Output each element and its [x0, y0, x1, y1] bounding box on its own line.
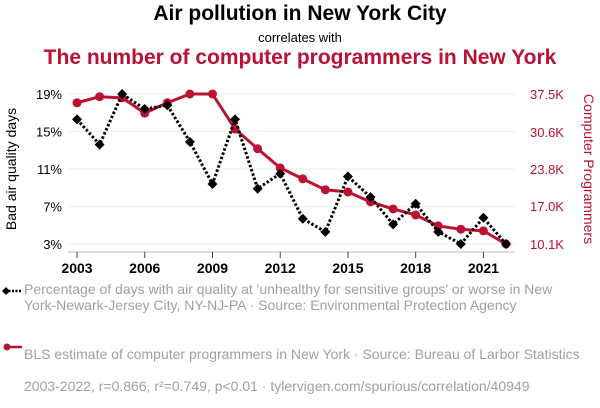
series-programmers-point: [478, 226, 488, 236]
series-programmers-point: [388, 204, 398, 214]
left-tick-label: 11%: [37, 162, 62, 177]
series-air-quality-point: [365, 192, 376, 203]
legend-series2: BLS estimate of computer programmers in …: [24, 346, 580, 362]
right-tick-label: 30.6K: [530, 125, 564, 140]
series-air-quality-point: [500, 239, 511, 249]
series-air-quality-point: [162, 100, 173, 111]
series-programmers-point: [95, 92, 105, 102]
x-tick-label: 2006: [129, 260, 160, 276]
series-programmers-point: [456, 224, 466, 234]
left-tick-label: 19%: [36, 87, 62, 102]
legend-series1-symbol-icon: [2, 287, 22, 295]
x-tick-label: 2012: [265, 260, 296, 276]
series-air-quality-point: [117, 89, 128, 99]
series-programmers-point: [275, 163, 285, 173]
series-air-quality-point: [230, 114, 241, 125]
series-air-quality-point: [342, 171, 353, 182]
right-tick-label: 23.8K: [530, 162, 564, 177]
right-tick-label: 17.0K: [530, 199, 564, 214]
legend-series2-symbol-icon: [3, 343, 22, 351]
x-tick-label: 2015: [332, 260, 363, 276]
series-programmers-point: [72, 98, 82, 108]
footer-stats: 2003-2022, r=0.866, r²=0.749, p<0.01 · t…: [24, 378, 530, 394]
x-tick-label: 2009: [197, 260, 228, 276]
left-tick-label: 7%: [43, 200, 62, 215]
series-air-quality-point: [94, 139, 105, 150]
chart-connector: correlates with: [258, 30, 342, 45]
series-air-quality-point: [433, 226, 444, 237]
left-tick-label: 3%: [43, 237, 62, 252]
series-programmers-point: [320, 185, 330, 195]
series-air-quality-point: [320, 226, 331, 237]
right-tick-label: 37.5K: [530, 87, 564, 102]
legend-series1: Percentage of days with air quality at '…: [24, 281, 553, 313]
series-air-quality-point: [388, 219, 399, 230]
series-air-quality-point: [410, 198, 421, 209]
x-tick-label: 2018: [400, 260, 431, 276]
chart-title: Air pollution in New York City: [153, 2, 447, 25]
series-air-quality-point: [252, 183, 263, 194]
chart-subtitle: The number of computer programmers in Ne…: [43, 46, 557, 69]
x-tick-label: 2021: [468, 260, 499, 276]
series-air-quality-point: [184, 136, 195, 147]
series-programmers-point: [253, 144, 263, 154]
series-air-quality-point: [207, 179, 218, 189]
left-tick-label: 15%: [36, 125, 62, 140]
series-programmers-point: [185, 89, 195, 99]
series-air-quality-point: [478, 212, 489, 223]
left-axis-label: Bad air quality days: [3, 108, 19, 230]
series-air-quality-line: [75, 91, 508, 246]
series-air-quality-point: [455, 239, 466, 249]
x-tick-label: 2003: [61, 260, 92, 276]
series-air-quality-point: [72, 114, 83, 125]
series-programmers-point: [207, 89, 217, 99]
series-air-quality-point: [139, 104, 150, 114]
series-programmers-point: [298, 174, 308, 184]
right-axis-label: Computer Programmers: [581, 94, 597, 244]
right-tick-label: 10.1K: [530, 237, 564, 252]
series-programmers-point: [343, 187, 353, 197]
series-programmers-point: [411, 210, 421, 220]
series-air-quality-point: [275, 168, 286, 179]
series-air-quality-point: [297, 213, 308, 224]
